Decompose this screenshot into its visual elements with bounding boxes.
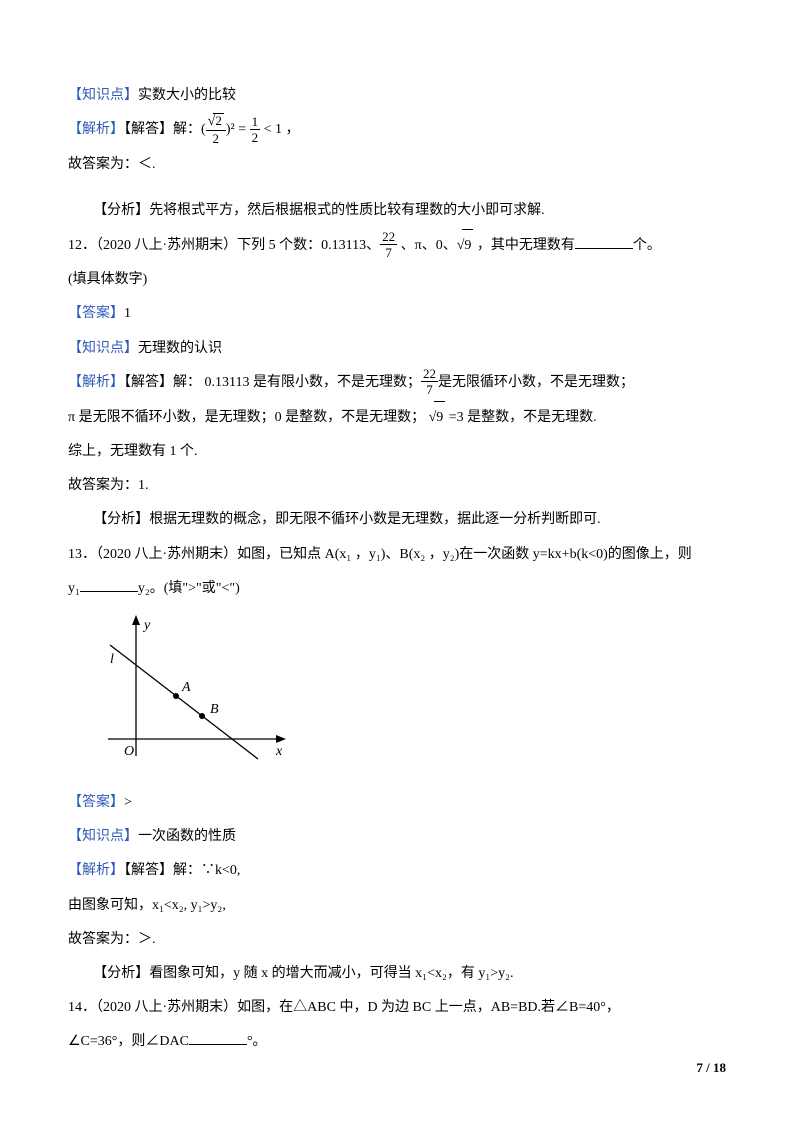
- analysis-label: 【解析】: [68, 375, 124, 390]
- sqrt-2: 2: [208, 113, 224, 129]
- fenxi-text: 先将根式平方，然后根据根式的性质比较有理数的大小即可求解.: [149, 203, 545, 218]
- stem-mid: 、π、0、: [397, 238, 457, 253]
- frac-1-over-2: 12: [250, 115, 261, 144]
- sqrt-9-b: 9: [429, 401, 446, 434]
- q13-stem-1: 13．（2020 八上·苏州期末）如图，已知点 A(x₁ ，y₁)、B(x₂ ，…: [68, 539, 726, 571]
- line-l-label: l: [110, 652, 114, 667]
- q13-stem-2: y₁ y₂。(填">"或"<"): [68, 573, 726, 605]
- knowledge-text: 一次函数的性质: [138, 829, 236, 844]
- frac-22-7: 227: [380, 230, 397, 259]
- q12-sol-1: 【解析】【解答】解： 0.13113 是有限小数，不是无理数；227是无限循环小…: [68, 367, 726, 399]
- sol-text-1b: 是无限循环小数，不是无理数；: [438, 375, 634, 390]
- q14-stem-1: 14．（2020 八上·苏州期末）如图，在△ABC 中，D 为边 BC 上一点，…: [68, 992, 726, 1024]
- stem-2a: ∠C=36°，则∠DAC: [68, 1034, 189, 1049]
- sol-text-2b: =3 是整数，不是无理数.: [445, 410, 596, 425]
- sqrt-9: 9: [457, 229, 474, 262]
- x-arrow: [276, 735, 286, 743]
- stem-suffix: ，其中无理数有: [473, 238, 575, 253]
- stem-prefix: 12．（2020 八上·苏州期末）下列 5 个数：0.13113、: [68, 238, 380, 253]
- fenxi-label: 【分析】: [93, 203, 149, 218]
- stem-2a: y₁: [68, 581, 80, 596]
- page-footer: 7 / 18: [696, 1053, 726, 1083]
- point-b: [199, 713, 205, 719]
- sol-text-1: 解：(: [173, 122, 206, 137]
- q13-sol-1: 【解析】【解答】解：∵k<0,: [68, 855, 726, 887]
- answer-label: 【答案】: [68, 306, 124, 321]
- y-arrow: [132, 615, 140, 625]
- analysis-label: 【解析】: [68, 863, 124, 878]
- frac-sqrt2-over-2: 22: [206, 113, 226, 145]
- blank-fill[interactable]: [189, 1030, 247, 1045]
- frac-22-7-b: 227: [421, 367, 438, 396]
- sol-text-2: )² =: [226, 122, 250, 137]
- stem-2b: y₂。(填">"或"<"): [138, 581, 240, 596]
- sol-text-1: 解： 0.13113 是有限小数，不是无理数；: [173, 375, 421, 390]
- point-b-label: B: [210, 702, 219, 717]
- q13-knowledge: 【知识点】一次函数的性质: [68, 821, 726, 853]
- q13-answer: 【答案】>: [68, 787, 726, 819]
- q12-answer: 【答案】1: [68, 298, 726, 330]
- q12-stem: 12．（2020 八上·苏州期末）下列 5 个数：0.13113、227 、π、…: [68, 229, 726, 262]
- analysis-label: 【解析】: [68, 122, 124, 137]
- page-sep: /: [703, 1060, 713, 1075]
- y-label: y: [142, 618, 151, 633]
- page-total: 18: [713, 1060, 726, 1075]
- answer-value: >: [124, 795, 132, 810]
- q11-fenxi: 【分析】先将根式平方，然后根据根式的性质比较有理数的大小即可求解.: [68, 195, 726, 227]
- fenxi-label: 【分析】: [93, 512, 149, 527]
- knowledge-label: 【知识点】: [68, 829, 138, 844]
- q12-result: 故答案为：1.: [68, 470, 726, 502]
- q12-knowledge: 【知识点】无理数的认识: [68, 333, 726, 365]
- q12-fill-hint: (填具体数字): [68, 264, 726, 296]
- knowledge-text: 无理数的认识: [138, 341, 222, 356]
- stem-2b: °。: [247, 1034, 267, 1049]
- q11-knowledge: 【知识点】实数大小的比较: [68, 80, 726, 112]
- q11-solution: 【解析】【解答】解：(22)² = 12 < 1 ，: [68, 114, 726, 146]
- fenxi-text: 根据无理数的概念，即无限不循环小数是无理数，据此逐一分析判断即可.: [149, 512, 601, 527]
- fenxi-text: 看图象可知，y 随 x 的增大而减小，可得当 x₁<x₂，有 y₁>y₂.: [149, 966, 513, 981]
- answer-value: 1: [124, 306, 131, 321]
- answer-label: 【解答】: [124, 122, 173, 137]
- answer-label: 【答案】: [68, 795, 124, 810]
- knowledge-text: 实数大小的比较: [138, 88, 236, 103]
- knowledge-label: 【知识点】: [68, 88, 138, 103]
- point-a-label: A: [181, 680, 191, 695]
- stem-end: 个。: [633, 238, 661, 253]
- x-label: x: [275, 744, 283, 759]
- q13-sol-2: 由图象可知，x₁<x₂, y₁>y₂,: [68, 890, 726, 922]
- knowledge-label: 【知识点】: [68, 341, 138, 356]
- fenxi-label: 【分析】: [93, 966, 149, 981]
- sol-text-2: π 是无限不循环小数，是无理数；0 是整数，不是无理数；: [68, 410, 429, 425]
- q13-fenxi: 【分析】看图象可知，y 随 x 的增大而减小，可得当 x₁<x₂，有 y₁>y₂…: [68, 958, 726, 990]
- origin-label: O: [124, 744, 134, 759]
- q12-fenxi: 【分析】根据无理数的概念，即无限不循环小数是无理数，据此逐一分析判断即可.: [68, 504, 726, 536]
- q11-result: 故答案为：＜.: [68, 149, 726, 181]
- q13-graph: y x O l A B: [98, 611, 293, 781]
- line-l: [110, 645, 258, 759]
- spacer: [68, 183, 726, 195]
- page-container: 【知识点】实数大小的比较 【解析】【解答】解：(22)² = 12 < 1 ， …: [0, 0, 794, 1123]
- q12-sol-2: π 是无限不循环小数，是无理数；0 是整数，不是无理数； 9 =3 是整数，不是…: [68, 401, 726, 434]
- line-graph-svg: y x O l A B: [98, 611, 293, 781]
- blank-fill[interactable]: [80, 576, 138, 591]
- q12-sol-3: 综上，无理数有 1 个.: [68, 436, 726, 468]
- sol-text-3: < 1 ，: [260, 122, 299, 137]
- answer-label-inner: 【解答】: [124, 375, 173, 390]
- blank-fill[interactable]: [575, 234, 633, 249]
- answer-label-inner: 【解答】: [124, 863, 173, 878]
- q14-stem-2: ∠C=36°，则∠DAC °。: [68, 1026, 726, 1058]
- sol-text: 解：∵k<0,: [173, 863, 240, 878]
- point-a: [173, 693, 179, 699]
- q13-result: 故答案为：＞.: [68, 924, 726, 956]
